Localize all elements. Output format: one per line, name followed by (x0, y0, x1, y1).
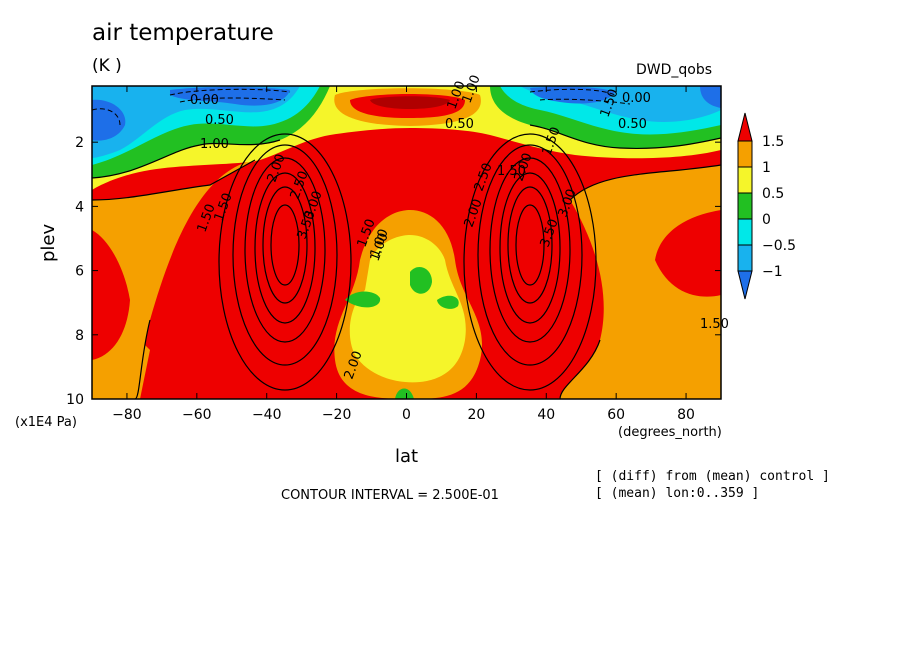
dataset-name: DWD_qobs (636, 62, 713, 78)
axes-layer: −80 −60 −40 −20 0 20 40 60 80 2 4 6 8 10 (66, 86, 721, 423)
fill-yellow-center (349, 235, 466, 383)
colorbar-label: −1 (762, 264, 783, 280)
fill-blue-rightedge (700, 86, 721, 108)
contour-label: 0.50 (618, 117, 647, 132)
colorbar-label: 0 (762, 212, 771, 228)
x-tick-label: 60 (607, 407, 625, 423)
colorbar-segment (737, 192, 753, 220)
x-tick-label: −40 (252, 407, 282, 423)
contour-label: 1.00 (200, 137, 229, 152)
x-tick-label: −20 (322, 407, 352, 423)
contour-interval: CONTOUR INTERVAL = 2.500E-01 (281, 488, 499, 503)
colorbar-label: −0.5 (762, 238, 796, 254)
colorbar-label: 1.5 (762, 134, 784, 150)
x-tick-label: −60 (182, 407, 212, 423)
x-axis-label: lat (395, 446, 419, 467)
colorbar: 1.5 1 0.5 0 −0.5 −1 (737, 112, 796, 300)
contour-label-layer: 0.000.501.001.501.502.002.503.003.50 1.50… (190, 73, 729, 381)
colorbar-segment (737, 140, 753, 168)
contour-lines (92, 124, 721, 399)
y-tick-label: 10 (66, 392, 84, 408)
fill-red-right-pocket (655, 210, 721, 297)
fill-green-center-right (437, 295, 459, 309)
y-tick-label: 8 (75, 328, 84, 344)
fill-blue-leftedge (92, 99, 126, 141)
contour-label: 0.00 (190, 93, 219, 108)
colorbar-label: 0.5 (762, 186, 784, 202)
contour-label: 1.50 (497, 164, 526, 179)
y-axis-units: (x1E4 Pa) (15, 415, 77, 430)
footer-note-mean: [ (mean) lon:0..359 ] (595, 486, 760, 501)
colorbar-top-arrow (737, 112, 753, 142)
contour-label: 0.50 (445, 117, 474, 132)
colorbar-segment (737, 218, 753, 246)
contour-label: 0.50 (205, 113, 234, 128)
fill-green-center-left (345, 291, 381, 308)
plot-area (92, 86, 721, 399)
contour-label: 0.00 (622, 91, 651, 106)
fill-green-center-mid (410, 267, 432, 294)
contour-lines-dashed (92, 88, 631, 126)
x-axis-units: (degrees_north) (618, 425, 722, 440)
footer-note-diff: [ (diff) from (mean) control ] (595, 469, 830, 484)
chart-title: air temperature (92, 20, 274, 46)
y-tick-label: 6 (75, 264, 84, 280)
x-tick-label: 40 (537, 407, 555, 423)
y-tick-label: 4 (75, 199, 84, 215)
x-tick-label: −80 (112, 407, 142, 423)
colorbar-bottom-arrow (737, 270, 753, 300)
contour-label: 1.50 (700, 317, 729, 332)
colorbar-segment (737, 244, 753, 272)
x-tick-label: 80 (677, 407, 695, 423)
fill-green-center-bottom (395, 388, 414, 399)
x-tick-label: 0 (402, 407, 411, 423)
x-tick-label: 20 (467, 407, 485, 423)
fill-blue-left (170, 87, 290, 106)
fill-red-left-pocket (92, 230, 130, 360)
fill-darkred-topcenter (370, 96, 450, 109)
y-tick-label: 2 (75, 135, 84, 151)
colorbar-label: 1 (762, 160, 771, 176)
y-axis-label: plev (38, 223, 59, 262)
colorbar-segment (737, 166, 753, 194)
chart-units: (K ) (92, 56, 122, 76)
